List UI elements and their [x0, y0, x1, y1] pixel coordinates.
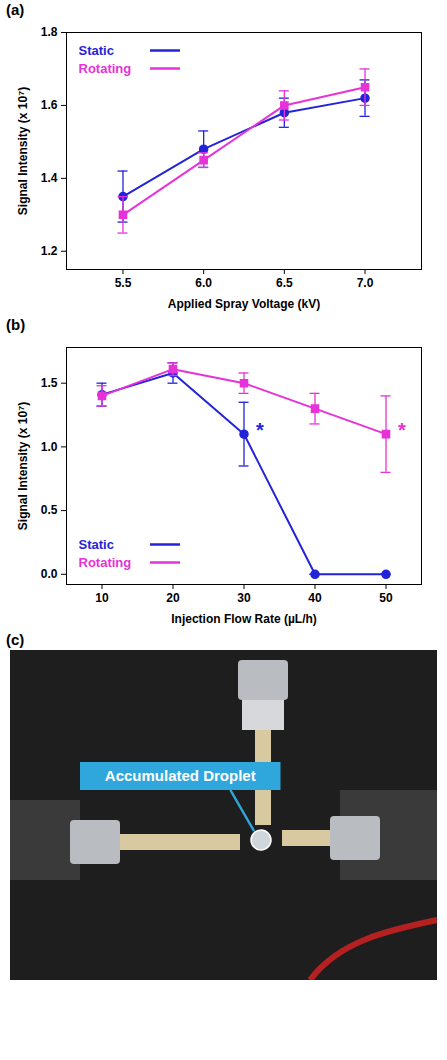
svg-text:0.0: 0.0: [41, 567, 58, 581]
svg-text:Applied Spray Voltage (kV): Applied Spray Voltage (kV): [168, 297, 320, 311]
svg-text:Signal Intensity (x 10⁷): Signal Intensity (x 10⁷): [16, 402, 30, 530]
html-text:(a): (a): [6, 1, 25, 18]
svg-text:7.0: 7.0: [357, 276, 374, 290]
svg-text:5.5: 5.5: [115, 276, 132, 290]
html-text:(c): (c): [6, 631, 25, 648]
svg-text:Static: Static: [79, 537, 114, 552]
svg-text:1.5: 1.5: [41, 376, 58, 390]
svg-text:Rotating: Rotating: [79, 61, 132, 76]
html-text:(b): (b): [6, 316, 26, 333]
svg-text:Static: Static: [79, 43, 114, 58]
svg-text:20: 20: [166, 591, 180, 605]
svg-text:Signal Intensity (x 10⁷): Signal Intensity (x 10⁷): [16, 87, 30, 215]
svg-text:1.2: 1.2: [41, 244, 58, 258]
svg-text:6.5: 6.5: [276, 276, 293, 290]
svg-text:1.4: 1.4: [41, 171, 58, 185]
svg-text:30: 30: [237, 591, 251, 605]
svg-text:1.6: 1.6: [41, 98, 58, 112]
svg-text:1.0: 1.0: [41, 440, 58, 454]
svg-text:Rotating: Rotating: [79, 555, 132, 570]
svg-text:10: 10: [95, 591, 109, 605]
svg-text:0.5: 0.5: [41, 503, 58, 517]
svg-text:*: *: [256, 419, 264, 441]
svg-text:*: *: [398, 419, 406, 441]
svg-text:50: 50: [379, 591, 393, 605]
svg-text:Accumulated Droplet: Accumulated Droplet: [105, 767, 256, 784]
svg-text:Injection Flow Rate (µL/h): Injection Flow Rate (µL/h): [171, 612, 317, 626]
svg-text:1.8: 1.8: [41, 25, 58, 39]
svg-text:6.0: 6.0: [195, 276, 212, 290]
svg-text:40: 40: [308, 591, 322, 605]
